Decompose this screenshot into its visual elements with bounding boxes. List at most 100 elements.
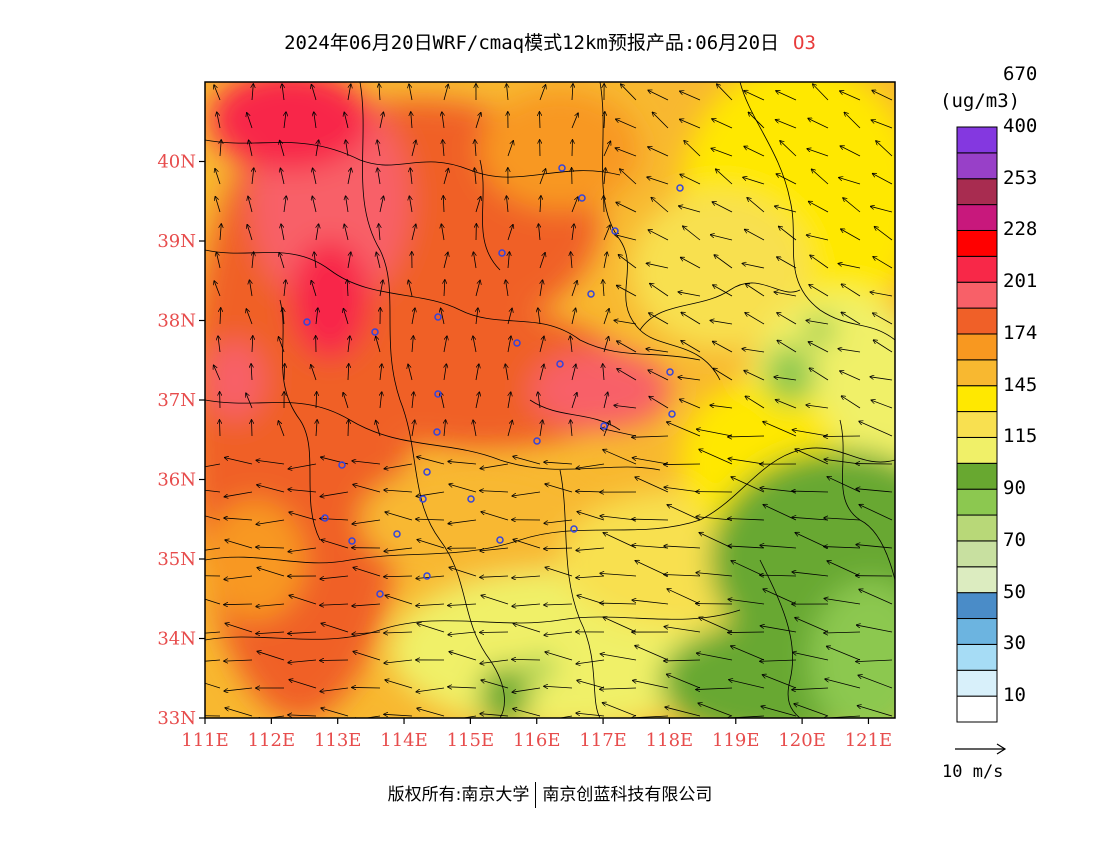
wind-arrow [257, 485, 285, 493]
wind-arrow [377, 168, 380, 185]
wind-arrow [714, 255, 733, 269]
wind-arrow [513, 456, 541, 465]
wind-arrow [347, 252, 351, 269]
city-marker [434, 313, 442, 321]
wind-arrow [256, 547, 285, 548]
wind-arrow [448, 687, 477, 688]
wind-arrow [621, 84, 637, 101]
wind-arrow [343, 309, 349, 325]
wind-arrow [761, 706, 797, 717]
wind-arrow [572, 224, 574, 241]
wind-arrow [441, 308, 445, 325]
wind-arrow [379, 112, 383, 129]
wind-arrow [840, 371, 861, 381]
wind-arrow [824, 547, 861, 548]
wind-arrow [616, 119, 637, 129]
wind-arrow [779, 226, 797, 241]
city-marker [338, 461, 346, 469]
wind-arrow [480, 463, 509, 469]
wind-arrow [320, 575, 349, 579]
city-marker [533, 437, 541, 445]
wind-arrow [807, 235, 829, 241]
wind-arrow [384, 576, 413, 577]
wind-arrow [544, 631, 573, 635]
wind-arrow [649, 397, 669, 409]
wind-arrow [603, 421, 610, 437]
wind-arrow [649, 313, 669, 325]
wind-arrow [652, 112, 669, 129]
wind-arrow [870, 292, 893, 297]
wind-arrow [614, 405, 637, 409]
wind-arrow [841, 284, 861, 297]
wind-arrow [871, 120, 893, 129]
wind-arrow [508, 252, 509, 269]
wind-arrow [858, 706, 893, 717]
wind-arrow [348, 420, 349, 437]
wind-arrow [225, 458, 253, 465]
legend-swatch [956, 385, 998, 413]
wind-arrow [667, 674, 701, 689]
legend-swatch [956, 229, 998, 257]
wind-arrow [379, 224, 380, 241]
wind-arrow [224, 604, 253, 605]
wind-arrow [443, 196, 444, 213]
wind-arrow [763, 589, 797, 605]
wind-arrow [840, 146, 861, 157]
wind-arrow [648, 370, 669, 381]
wind-arrow [545, 567, 573, 577]
wind-arrow [417, 540, 445, 549]
wind-arrow [320, 604, 349, 605]
wind-arrow [384, 547, 413, 551]
wind-arrow [284, 112, 286, 129]
wind-arrow [288, 463, 317, 469]
wind-arrow [616, 202, 637, 213]
wind-arrow [320, 660, 349, 661]
wind-arrow [544, 715, 573, 718]
wind-arrow [480, 714, 509, 716]
wind-arrow [443, 252, 448, 269]
legend-swatch [956, 695, 998, 723]
wind-arrow [379, 84, 380, 101]
wind-arrow [224, 660, 253, 661]
wind-arrow [289, 595, 317, 605]
wind-arrow [600, 573, 637, 577]
wind-arrow [776, 400, 797, 409]
wind-arrow [717, 84, 733, 101]
wind-arrow [475, 140, 476, 157]
wind-arrow [448, 715, 477, 718]
wind-arrow [284, 196, 286, 213]
wind-arrow [827, 646, 861, 661]
wind-arrow [813, 84, 829, 101]
wind-arrow [600, 688, 637, 689]
wind-arrow [352, 604, 381, 606]
wind-arrow [540, 196, 541, 213]
wind-arrow [824, 459, 861, 465]
wind-arrow [311, 365, 317, 381]
wind-arrow [442, 112, 444, 129]
wind-arrow [475, 364, 479, 381]
wind-arrow [571, 113, 578, 129]
wind-arrow [539, 85, 546, 101]
wind-arrow [481, 512, 509, 521]
city-marker [578, 194, 586, 202]
wind-arrow [615, 235, 637, 241]
wind-arrow [412, 336, 413, 353]
wind-arrow [777, 313, 797, 325]
wind-arrow [411, 140, 416, 157]
wind-arrow [224, 491, 253, 497]
wind-arrow [856, 489, 893, 493]
wind-arrow [795, 533, 829, 549]
wind-arrow [411, 420, 415, 437]
wind-arrow [376, 421, 381, 437]
wind-arrow [448, 461, 477, 465]
wind-arrow [810, 255, 829, 269]
wind-arrow [412, 392, 414, 409]
wind-arrow [321, 623, 349, 633]
wind-arrow [731, 646, 765, 661]
wind-arrow [220, 140, 221, 157]
wind-arrow [314, 112, 316, 129]
city-marker [498, 249, 506, 257]
wind-arrow [844, 112, 861, 129]
wind-arrow [313, 168, 317, 185]
city-marker [393, 530, 401, 538]
